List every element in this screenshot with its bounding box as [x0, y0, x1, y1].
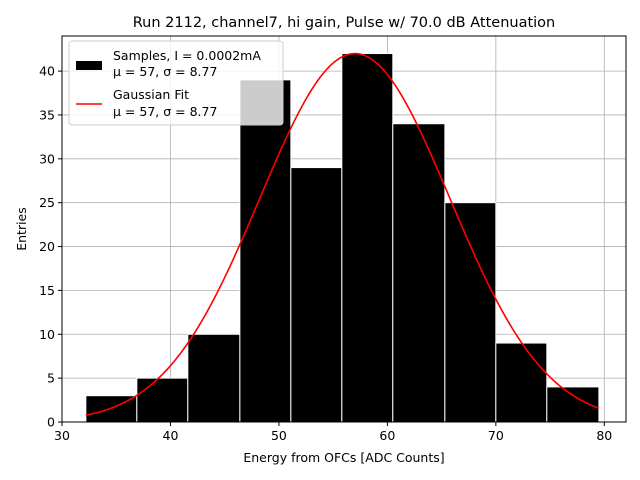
legend-stats-fit: μ = 57, σ = 8.77 — [113, 104, 217, 119]
y-axis-label: Entries — [14, 207, 29, 251]
x-axis-label: Energy from OFCs [ADC Counts] — [243, 450, 444, 465]
x-tick-label: 70 — [488, 428, 504, 443]
y-tick-label: 25 — [39, 195, 55, 210]
x-tick-label: 60 — [379, 428, 395, 443]
y-tick-label: 10 — [39, 327, 55, 342]
gaussian-fit-line — [85, 52, 600, 417]
y-tick-label: 15 — [39, 283, 55, 298]
histogram-bar — [187, 333, 241, 423]
y-tick-label: 35 — [39, 107, 55, 122]
legend-label-fit: Gaussian Fit — [113, 87, 189, 102]
y-tick-label: 20 — [39, 239, 55, 254]
histogram-bars — [85, 53, 600, 423]
legend-label-samples: Samples, I = 0.0002mA — [113, 48, 261, 63]
legend-stats-samples: μ = 57, σ = 8.77 — [113, 64, 217, 79]
histogram-bar — [341, 53, 394, 423]
histogram-bar — [495, 342, 548, 423]
histogram-bar — [239, 79, 292, 423]
histogram-bar — [444, 202, 497, 423]
x-axis: 30 40 50 60 70 80 — [54, 422, 612, 443]
y-tick-label: 40 — [39, 64, 55, 79]
legend: Samples, I = 0.0002mA μ = 57, σ = 8.77 G… — [68, 40, 284, 126]
histogram-bar — [290, 167, 343, 423]
x-tick-label: 30 — [54, 428, 70, 443]
x-tick-label: 80 — [596, 428, 612, 443]
histogram-bar — [392, 123, 446, 423]
x-tick-label: 50 — [271, 428, 287, 443]
gaussian-fit — [85, 52, 600, 417]
histogram-bar — [136, 377, 189, 423]
legend-frame — [68, 40, 284, 126]
chart-title: Run 2112, channel7, hi gain, Pulse w/ 70… — [133, 15, 556, 31]
y-tick-label: 5 — [47, 371, 55, 386]
y-tick-label: 0 — [47, 415, 55, 430]
y-tick-label: 30 — [39, 151, 55, 166]
x-tick-label: 40 — [163, 428, 179, 443]
plot-frame — [61, 35, 627, 423]
y-axis: 0 5 10 15 20 25 30 35 40 — [39, 64, 62, 430]
legend-swatch-samples — [76, 61, 102, 70]
